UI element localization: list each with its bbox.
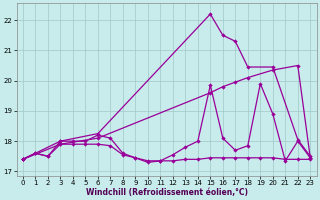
X-axis label: Windchill (Refroidissement éolien,°C): Windchill (Refroidissement éolien,°C) [85, 188, 248, 197]
